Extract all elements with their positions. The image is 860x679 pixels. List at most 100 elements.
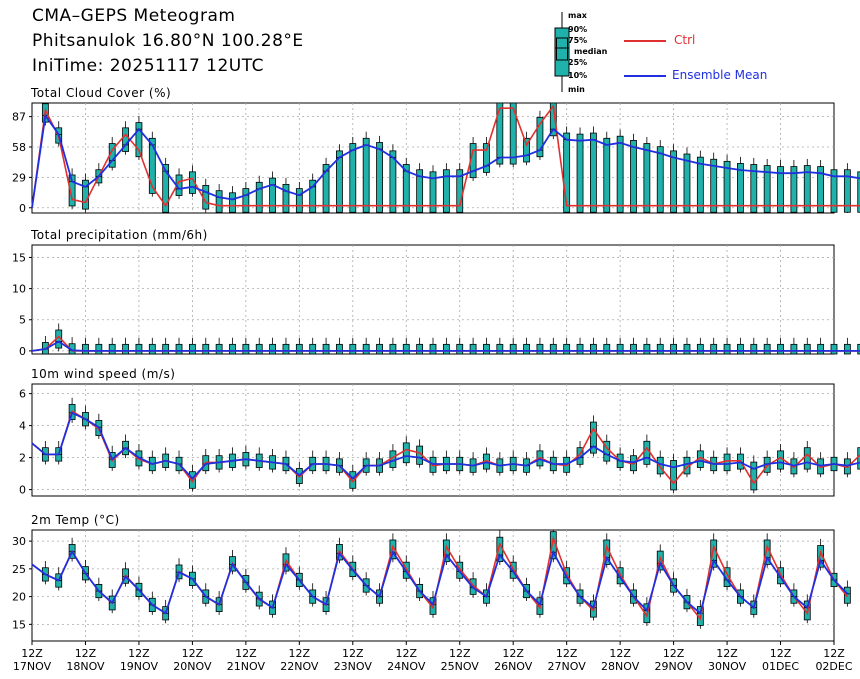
box [803, 165, 811, 213]
box [322, 343, 330, 355]
box [215, 190, 223, 213]
y-tick-label: 29 [12, 171, 26, 184]
panel-1: 0 5 10 15 Total precipitation (mm/6h) [12, 228, 860, 358]
box [402, 442, 410, 464]
box [737, 343, 744, 355]
box [95, 343, 103, 355]
box [242, 343, 250, 355]
box [790, 166, 798, 213]
box [229, 192, 236, 213]
box [777, 166, 784, 213]
box [630, 139, 637, 213]
location-label: Phitsanulok 16.80°N 100.28°E [32, 31, 304, 51]
box [723, 160, 731, 213]
legend-ctrl-swatch [624, 40, 666, 42]
x-tick-date-label: 26NOV [494, 660, 533, 673]
box [723, 567, 731, 588]
box [376, 343, 383, 355]
box [830, 169, 838, 213]
x-tick-hour-label: 12Z [663, 647, 685, 660]
x-tick-date-label: 19NOV [120, 660, 159, 673]
panel-title: 2m Temp (°C) [31, 513, 120, 527]
box [843, 169, 851, 213]
x-tick-date-label: 24NOV [387, 660, 426, 673]
box [590, 132, 597, 213]
panel-title: Total precipitation (mm/6h) [30, 228, 208, 242]
box [737, 163, 744, 213]
box [777, 343, 784, 355]
y-tick-label: 0 [19, 202, 26, 215]
box [656, 343, 664, 355]
box [82, 179, 89, 210]
box [255, 181, 263, 213]
x-tick-hour-label: 12Z [75, 647, 97, 660]
x-tick-date-label: 28NOV [601, 660, 640, 673]
y-tick-label: 30 [12, 535, 26, 548]
legend-p25-label: 25% [568, 58, 588, 67]
box [509, 102, 517, 165]
box [723, 343, 731, 355]
y-tick-label: 20 [12, 591, 26, 604]
box [643, 343, 651, 355]
box [670, 150, 677, 213]
box [215, 343, 223, 355]
box [710, 158, 718, 213]
box [362, 137, 370, 213]
box [389, 343, 397, 355]
box [122, 343, 129, 355]
box [148, 137, 156, 194]
box [616, 135, 624, 213]
box [723, 453, 731, 472]
box [322, 164, 330, 213]
y-tick-label: 15 [12, 251, 26, 264]
box [309, 179, 317, 213]
box [843, 343, 851, 355]
y-tick-label: 6 [19, 388, 26, 401]
box [670, 343, 677, 355]
mean-series-line [31, 411, 860, 480]
y-tick-label: 25 [12, 563, 26, 576]
panel-3: 15 20 25 30 2m Temp (°C) [12, 513, 851, 642]
panel-frame [31, 383, 835, 497]
box [817, 343, 825, 355]
box [68, 174, 76, 207]
x-tick-hour-label: 12Z [289, 647, 311, 660]
x-tick-date-label: 02DEC [815, 660, 852, 673]
panel-title: 10m wind speed (m/s) [31, 367, 175, 381]
box [563, 343, 571, 355]
x-tick-date-label: 21NOV [227, 660, 266, 673]
box [429, 171, 437, 213]
y-tick-label: 0 [19, 484, 26, 497]
x-tick-hour-label: 12Z [609, 647, 631, 660]
x-tick-date-label: 01DEC [762, 660, 799, 673]
box [349, 143, 357, 213]
box [175, 343, 183, 355]
box [549, 343, 557, 355]
box [509, 343, 517, 355]
box [349, 343, 357, 355]
panel-title: Total Cloud Cover (%) [30, 86, 171, 100]
box [442, 343, 450, 355]
box [590, 343, 597, 355]
ctrl-series-line [31, 104, 860, 208]
box [549, 102, 557, 137]
box [349, 471, 357, 489]
box [857, 171, 860, 213]
box [750, 164, 758, 213]
box [830, 343, 838, 355]
box [857, 447, 860, 470]
box [790, 343, 798, 355]
box [803, 447, 811, 470]
box [710, 343, 718, 355]
init-time-label: IniTime: 20251117 12UTC [32, 56, 265, 76]
box [82, 343, 89, 355]
y-tick-label: 2 [19, 452, 26, 465]
box [162, 164, 170, 213]
y-tick-label: 15 [12, 618, 26, 631]
legend-min-label: min [568, 85, 585, 94]
legend-mean-swatch [624, 75, 666, 77]
box [656, 146, 664, 213]
box [696, 156, 704, 213]
box [162, 343, 170, 355]
legend-mean-label: Ensemble Mean [672, 68, 768, 82]
